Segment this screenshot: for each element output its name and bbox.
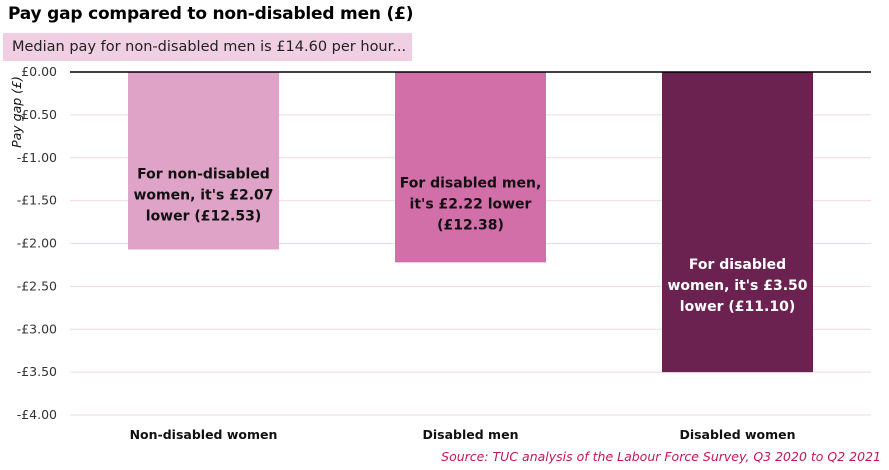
y-tick-label: -£1.50 [17, 193, 57, 208]
y-tick-label: -£3.00 [17, 321, 57, 336]
bar [395, 72, 546, 263]
category-label: Disabled women [679, 427, 795, 442]
data-label: For non-disabled women, it's £2.07 lower (… [133, 166, 273, 224]
data-label: For disabled men, it's £2.22 lower (£12.38… [400, 175, 542, 233]
y-tick-label: £0.00 [21, 64, 57, 79]
y-tick-label: -£0.50 [17, 107, 57, 122]
chart-title: Pay gap compared to non-disabled men (£) [8, 4, 414, 24]
y-axis-title: Pay gap (£) [9, 76, 24, 148]
category-label: Disabled men [423, 427, 519, 442]
y-tick-label: -£4.00 [17, 407, 57, 422]
y-tick-label: -£1.00 [17, 150, 57, 165]
category-labels: Non-disabled women Disabled men Disabled w… [130, 427, 796, 442]
y-tick-label: -£2.00 [17, 236, 57, 251]
y-tick-label: -£3.50 [17, 364, 57, 379]
category-label: Non-disabled women [130, 427, 278, 442]
bars [128, 72, 813, 373]
data-labels: For non-disabled women, it's £2.07 lower (… [133, 166, 807, 315]
source-note: Source: TUC analysis of the Labour Force… [441, 449, 881, 464]
bar [662, 72, 813, 373]
y-axis-ticks: £0.00 -£0.50 -£1.00 -£1.50 -£2.00 -£2.50 -£3.0… [17, 64, 57, 422]
bar [128, 72, 279, 250]
y-tick-label: -£2.50 [17, 278, 57, 293]
data-label: For disabled women, it's £3.50 lower (£11.… [667, 257, 807, 315]
chart-subtitle: Median pay for non-disabled men is £14.6… [3, 33, 413, 61]
